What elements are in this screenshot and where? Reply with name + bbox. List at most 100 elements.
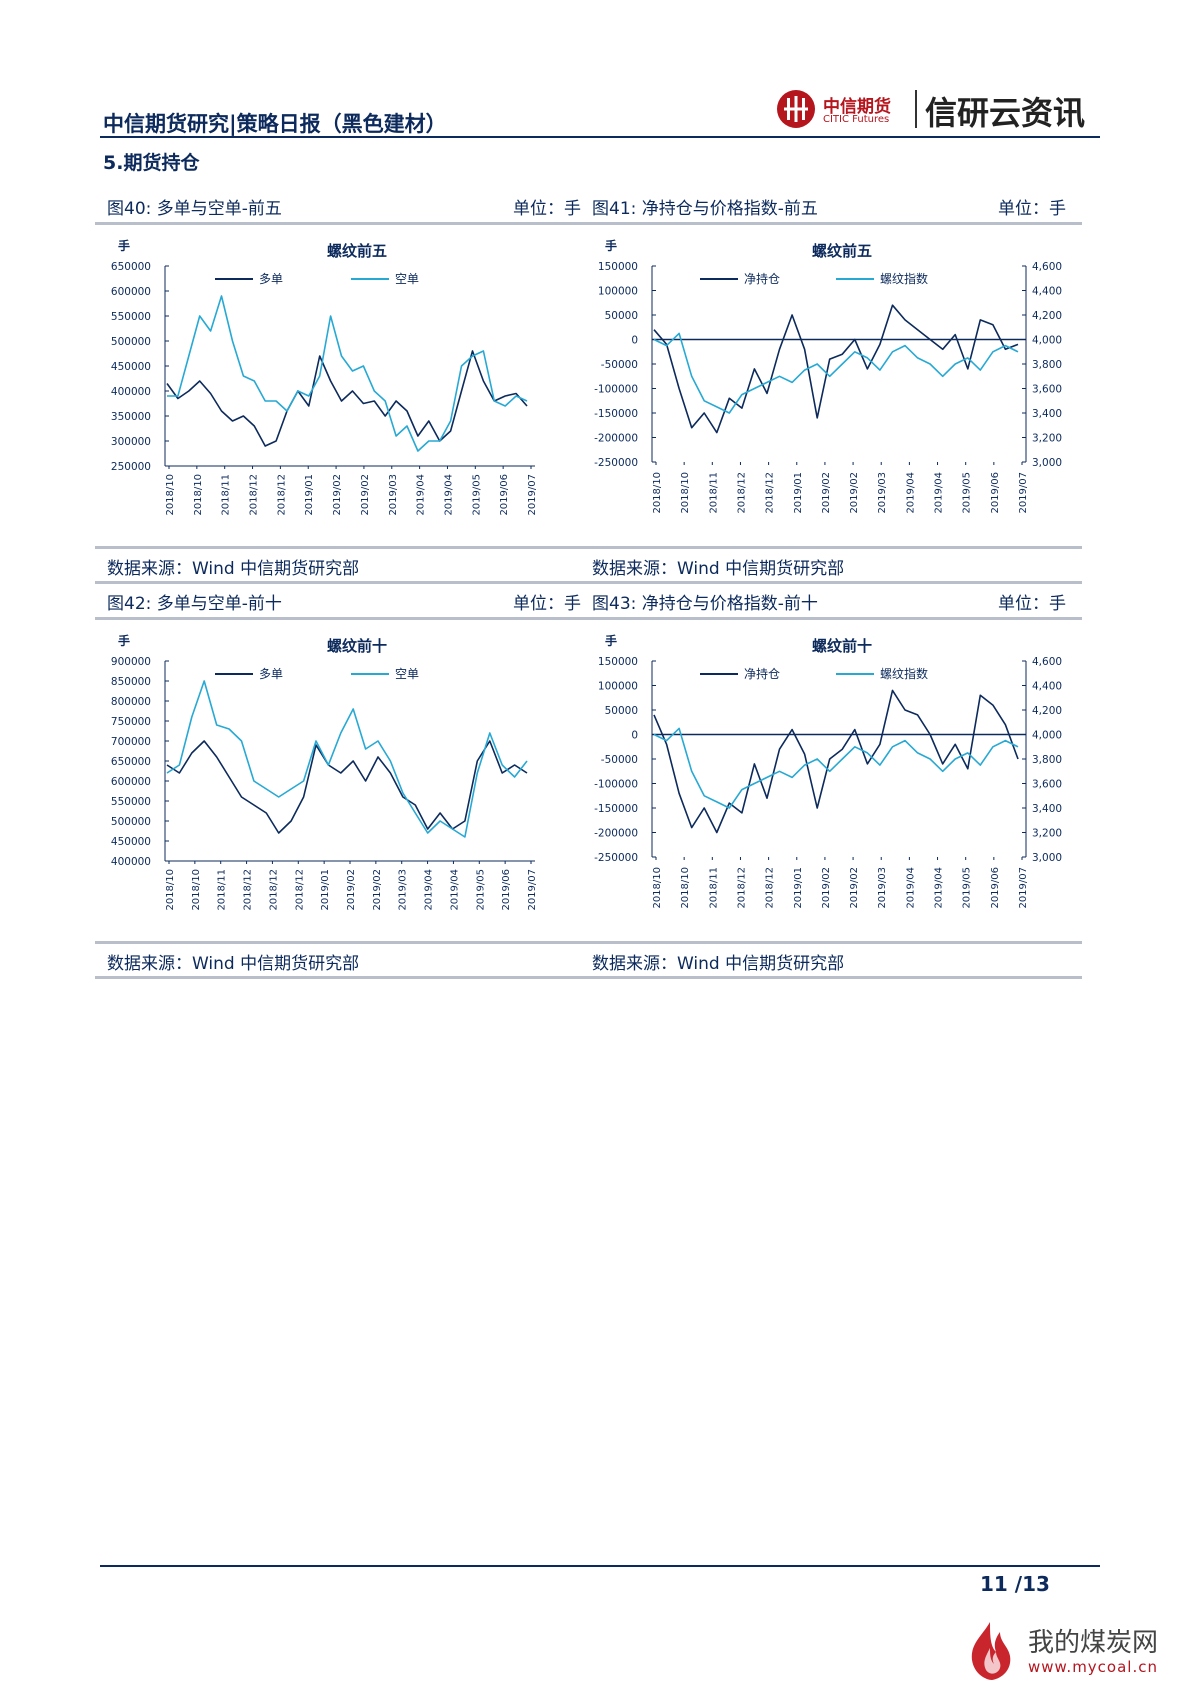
source-note: 数据来源：Wind 中信期货研究部 (592, 559, 845, 579)
x-tick-label: 2018/10 (165, 474, 176, 516)
x-tick-label: 2019/02 (849, 867, 860, 909)
legend-label: 空单 (395, 272, 419, 286)
y-tick-label: 700000 (111, 736, 151, 748)
y-tick-label: -150000 (594, 803, 638, 815)
y-tick-label: -200000 (594, 828, 638, 840)
y2-tick-label: 3,000 (1032, 457, 1062, 469)
panel-caption-bar: 图40: 多单与空单-前五 单位：手 (95, 190, 597, 225)
x-tick-label: 2019/04 (934, 867, 945, 909)
y2-tick-label: 4,200 (1032, 310, 1062, 322)
x-tick-label: 2018/12 (243, 869, 254, 911)
chart-title: 螺纹前十 (327, 637, 387, 655)
y-axis-unit: 手 (118, 238, 130, 253)
y-tick-label: 650000 (111, 756, 151, 768)
y-tick-label: -100000 (594, 779, 638, 791)
y-tick-label: 50000 (605, 705, 638, 717)
y2-tick-label: 3,800 (1032, 359, 1062, 371)
logo-cn-name: 中信期货 (823, 97, 891, 117)
x-tick-label: 2019/04 (443, 474, 454, 516)
x-tick-label: 2018/12 (736, 867, 747, 909)
figure-caption: 图42: 多单与空单-前十 (107, 594, 282, 614)
y-tick-label: 750000 (111, 716, 151, 728)
y-tick-label: 250000 (111, 461, 151, 473)
y2-tick-label: 3,000 (1032, 852, 1062, 864)
x-tick-label: 2019/01 (304, 474, 315, 516)
figure-caption: 图41: 净持仓与价格指数-前五 (592, 199, 818, 219)
y-tick-label: -200000 (594, 433, 638, 445)
x-tick-label: 2018/10 (680, 867, 691, 909)
source-bar: 数据来源：Wind 中信期货研究部 (95, 941, 597, 979)
legend-label: 螺纹指数 (880, 271, 928, 286)
legend-label: 多单 (259, 272, 283, 286)
x-tick-label: 2019/06 (990, 472, 1001, 514)
y-tick-label: -250000 (594, 852, 638, 864)
x-tick-label: 2018/11 (221, 474, 232, 516)
x-tick-label: 2019/02 (821, 867, 832, 909)
figure-unit: 单位：手 (513, 594, 581, 614)
y2-tick-label: 3,400 (1032, 803, 1062, 815)
x-tick-label: 2019/04 (934, 472, 945, 514)
x-tick-label: 2019/02 (346, 869, 357, 911)
source-note: 数据来源：Wind 中信期货研究部 (592, 954, 845, 974)
y-tick-label: 550000 (111, 311, 151, 323)
y2-tick-label: 4,600 (1032, 656, 1062, 668)
x-tick-label: 2019/03 (388, 474, 399, 516)
x-tick-label: 2018/10 (165, 869, 176, 911)
series-line (166, 350, 528, 447)
section-title: 5.期货持仓 (103, 152, 200, 174)
chart-title: 螺纹前五 (812, 242, 872, 260)
y-tick-label: 500000 (111, 336, 151, 348)
x-tick-label: 2018/12 (268, 869, 279, 911)
figure-caption: 图40: 多单与空单-前五 (107, 199, 282, 219)
y-tick-label: 600000 (111, 776, 151, 788)
x-tick-label: 2018/11 (708, 867, 719, 909)
y2-tick-label: 3,200 (1032, 433, 1062, 445)
x-tick-label: 2019/04 (416, 474, 427, 516)
y-tick-label: 150000 (598, 261, 638, 273)
watermark-url: www.mycoal.cn (1028, 1658, 1158, 1676)
y2-tick-label: 4,000 (1032, 335, 1062, 347)
y2-tick-label: 4,200 (1032, 705, 1062, 717)
y-axis-unit: 手 (605, 238, 617, 253)
x-tick-label: 2019/06 (990, 867, 1001, 909)
logo-en-name: CITIC Futures (823, 114, 890, 125)
series-line (653, 304, 1019, 434)
y-tick-label: 650000 (111, 261, 151, 273)
x-tick-label: 2019/03 (398, 869, 409, 911)
x-tick-label: 2019/03 (877, 867, 888, 909)
source-bar: 数据来源：Wind 中信期货研究部 (580, 941, 1082, 979)
legend-label: 空单 (395, 667, 419, 681)
y2-tick-label: 3,600 (1032, 384, 1062, 396)
x-tick-label: 2018/10 (193, 474, 204, 516)
y2-tick-label: 3,800 (1032, 754, 1062, 766)
y-tick-label: 350000 (111, 411, 151, 423)
x-tick-label: 2019/02 (332, 474, 343, 516)
legend-label: 螺纹指数 (880, 666, 928, 681)
x-tick-label: 2019/07 (527, 474, 538, 516)
chart-long-short-top5: 螺纹前五 手 250000 300000 350000 400000 450000 50000… (111, 238, 538, 516)
series-line (166, 740, 528, 834)
x-tick-label: 2019/06 (501, 869, 512, 911)
y-tick-label: 800000 (111, 696, 151, 708)
panel-caption-bar: 图42: 多单与空单-前十 单位：手 (95, 585, 597, 620)
series-line (653, 727, 1019, 809)
y-tick-label: 900000 (111, 656, 151, 668)
y-tick-label: 450000 (111, 836, 151, 848)
panel-caption-bar: 图41: 净持仓与价格指数-前五 单位：手 (580, 190, 1082, 225)
x-tick-label: 2019/06 (499, 474, 510, 516)
series-line (653, 332, 1019, 414)
panel-caption-bar: 图43: 净持仓与价格指数-前十 单位：手 (580, 585, 1082, 620)
x-tick-label: 2019/04 (905, 472, 916, 514)
figure-unit: 单位：手 (513, 199, 581, 219)
watermark: 我的煤炭网 www.mycoal.cn (960, 1618, 1180, 1688)
y-tick-label: 450000 (111, 361, 151, 373)
x-tick-label: 2018/12 (736, 472, 747, 514)
y-tick-label: -100000 (594, 384, 638, 396)
citic-logo-icon (777, 90, 815, 128)
y-tick-label: 0 (631, 335, 638, 347)
logo-divider (915, 90, 917, 128)
x-tick-label: 2019/07 (527, 869, 538, 911)
series-line (166, 680, 528, 838)
y-tick-label: 600000 (111, 286, 151, 298)
chart-net-position-top5: 螺纹前五 手 -250000 -200000 -150000 -100000 -50000 0… (594, 238, 1062, 514)
